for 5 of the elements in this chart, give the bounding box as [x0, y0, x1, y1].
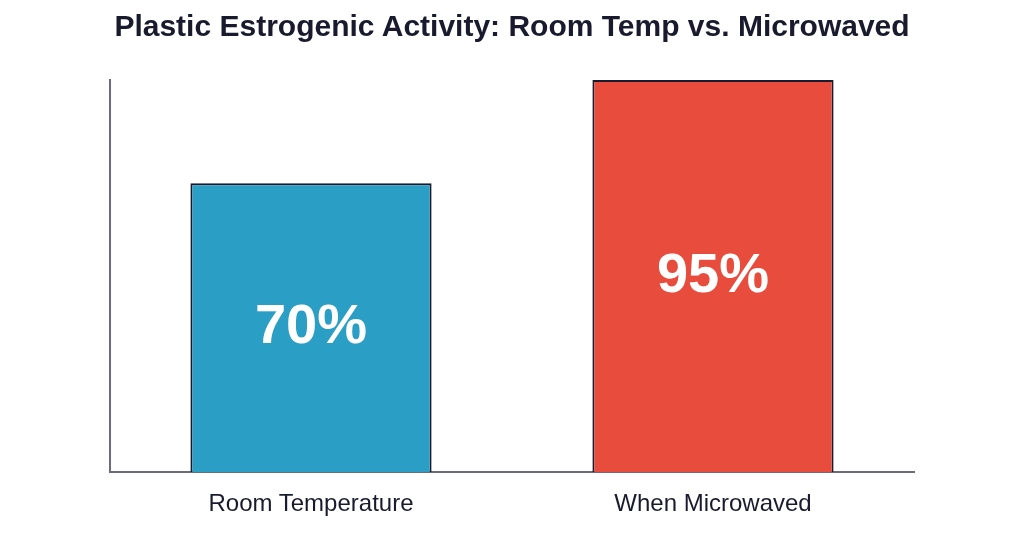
x-tick-label: Room Temperature: [208, 489, 414, 517]
chart-title: Plastic Estrogenic Activity: Room Temp vs. Microwaved: [114, 9, 910, 43]
data-label: 95%: [656, 240, 770, 304]
x-tick-label: When Microwaved: [614, 489, 812, 517]
data-label: 70%: [254, 292, 368, 356]
